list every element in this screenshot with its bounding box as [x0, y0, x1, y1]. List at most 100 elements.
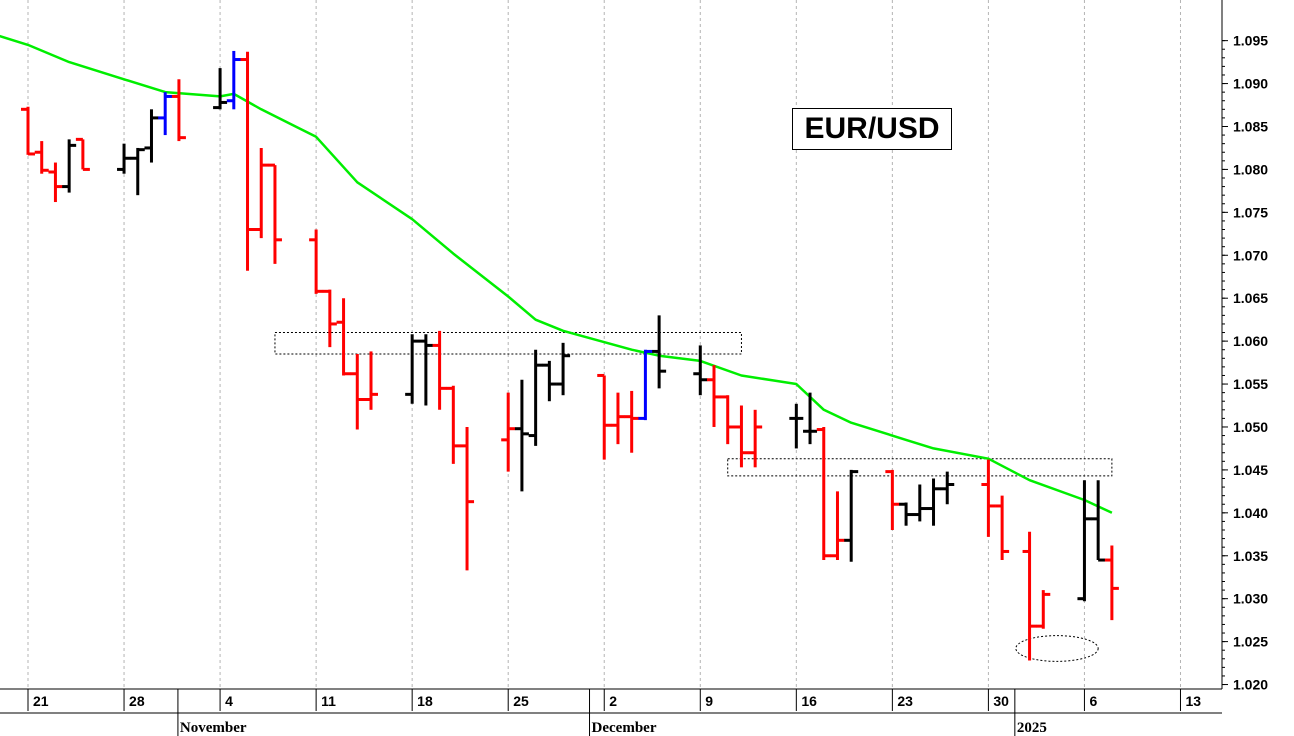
ohlc-bar: [336, 298, 351, 376]
ohlc-bar: [117, 143, 132, 174]
y-tick-label: 1.030: [1233, 591, 1268, 607]
ohlc-bar: [446, 385, 461, 464]
x-tick-label: 30: [993, 693, 1009, 709]
annotation-layer: [274, 332, 1113, 662]
y-tick-label: 1.090: [1233, 76, 1268, 92]
ohlc-bar: [1036, 590, 1051, 629]
ohlc-bar: [364, 351, 378, 410]
ohlc-bar: [226, 50, 241, 110]
moving-average-layer: [0, 34, 1113, 514]
y-tick-label: 1.075: [1233, 204, 1268, 220]
ohlc-bar: [707, 365, 721, 427]
zone-rectangle: [274, 332, 742, 355]
moving-average-line: [0, 34, 1113, 514]
ohlc-bar: [830, 491, 845, 561]
zone-rectangle: [727, 458, 1113, 477]
ohlc-bar: [309, 229, 324, 294]
ohlc-bar: [75, 137, 90, 171]
month-label: November: [180, 720, 247, 736]
ohlc-bar: [720, 395, 735, 445]
ohlc-bar: [899, 502, 914, 526]
x-tick-label: 23: [897, 693, 913, 709]
ohlc-bar: [21, 106, 35, 156]
ohlc-bar: [158, 92, 173, 136]
ohlc-bar: [240, 51, 255, 271]
ohlc-bar: [254, 147, 269, 239]
ohlc-bar: [1104, 545, 1119, 621]
ohlc-bar: [652, 315, 667, 389]
ohlc-bar: [350, 354, 365, 430]
month-label: 2025: [1017, 720, 1047, 736]
ohlc-bar: [405, 334, 420, 404]
x-tick-label: 21: [33, 693, 49, 709]
ohlc-bar: [1077, 480, 1092, 602]
x-tick-label: 25: [513, 693, 529, 709]
ohlc-bar: [267, 163, 282, 264]
y-tick-label: 1.020: [1233, 677, 1268, 693]
y-tick-label: 1.055: [1233, 376, 1268, 392]
x-tick-label: 28: [129, 693, 145, 709]
ohlc-bar: [638, 349, 653, 421]
x-tick-label: 18: [417, 693, 433, 709]
ohlc-bar: [514, 379, 529, 492]
y-tick-label: 1.060: [1233, 333, 1268, 349]
y-tick-label: 1.035: [1233, 548, 1268, 564]
ohlc-bar: [816, 426, 831, 561]
ohlc-bar: [48, 162, 63, 203]
ohlc-bar: [940, 471, 955, 505]
ohlc-bar: [885, 469, 900, 530]
ohlc-bar: [844, 469, 859, 562]
y-tick-label: 1.045: [1233, 462, 1268, 478]
ohlc-bar: [1022, 531, 1037, 661]
month-label: December: [592, 720, 657, 736]
y-tick-label: 1.080: [1233, 161, 1268, 177]
ohlc-bar: [130, 147, 145, 196]
ohlc-bar: [693, 345, 708, 396]
ohlc-bar: [789, 403, 804, 449]
ohlc-bar: [803, 392, 818, 445]
ohlc-bar: [1091, 480, 1106, 562]
ohlc-bar: [460, 426, 475, 571]
y-tick-label: 1.085: [1233, 118, 1268, 134]
axes-layer: 1.020 1.025 1.030 1.035 1.040 1.045 1.050 1.055…: [0, 0, 1268, 736]
low-ellipse: [1015, 635, 1099, 662]
ohlc-bar: [213, 68, 228, 110]
ohlc-bar: [432, 330, 447, 410]
ohlc-bar: [418, 334, 433, 406]
y-tick-label: 1.025: [1233, 634, 1268, 650]
ohlc-bar: [624, 390, 639, 453]
ohlc-bar: [501, 392, 516, 472]
ohlc-bar: [610, 392, 625, 445]
x-tick-label: 6: [1089, 693, 1097, 709]
y-tick-label: 1.040: [1233, 505, 1268, 521]
x-tick-label: 4: [225, 693, 233, 709]
ohlc-bar: [171, 79, 186, 142]
x-tick-label: 13: [1185, 693, 1201, 709]
grid-layer: [27, 0, 1181, 689]
ohlc-bar: [556, 342, 571, 396]
y-tick-label: 1.070: [1233, 247, 1268, 263]
y-tick-label: 1.050: [1233, 419, 1268, 435]
ohlc-bar: [748, 409, 763, 468]
ohlc-bar: [542, 360, 557, 402]
ohlc-bar: [734, 405, 749, 468]
x-tick-label: 16: [801, 693, 817, 709]
x-tick-label: 9: [705, 693, 713, 709]
ohlc-bar: [528, 349, 543, 446]
x-tick-label: 11: [321, 693, 336, 709]
ohlc-bar: [981, 459, 996, 537]
ohlc-bar: [144, 109, 159, 163]
y-tick-label: 1.065: [1233, 290, 1268, 306]
price-bars-layer: [21, 50, 1119, 661]
chart-title: EUR/USD: [792, 108, 952, 150]
x-tick-label: 2: [609, 693, 617, 709]
ohlc-bar: [322, 289, 337, 348]
ohlc-bar: [912, 484, 927, 522]
ohlc-bar: [597, 373, 612, 460]
y-tick-label: 1.095: [1233, 33, 1268, 49]
ohlc-bar: [34, 141, 49, 174]
ohlc-bar: [62, 139, 77, 193]
ohlc-bar: [995, 495, 1010, 561]
ohlc-bar: [926, 478, 941, 526]
